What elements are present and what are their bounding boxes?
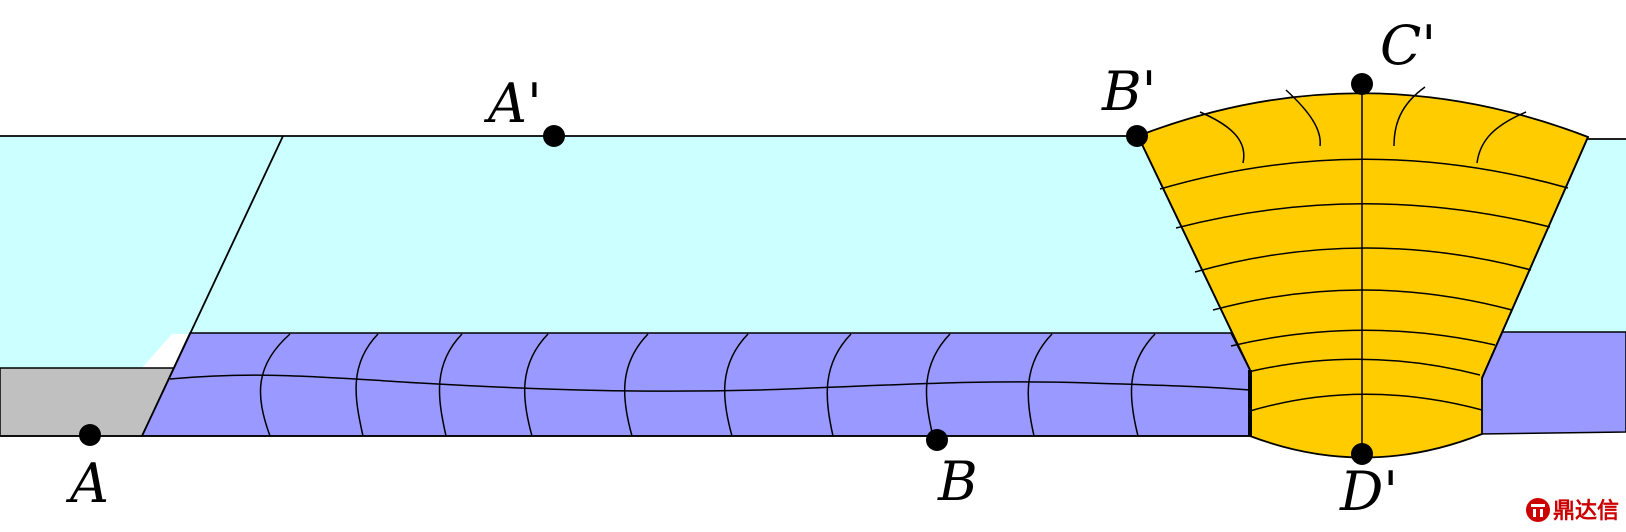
point-labels: A A' B B' C' D' <box>65 14 1436 523</box>
label-b-prime: B' <box>1101 60 1157 123</box>
label-b: B <box>937 450 978 513</box>
label-c-prime: C' <box>1380 14 1436 77</box>
point-d-prime-marker <box>1351 443 1373 465</box>
lower-layer-grain-lines <box>259 333 1156 437</box>
weld-layer-lines <box>1159 158 1569 412</box>
watermark-logo: 鼎达信 <box>1526 498 1619 524</box>
point-a-prime-marker <box>543 125 565 147</box>
point-b-marker <box>926 429 948 451</box>
weld-grain-lines <box>1199 86 1527 164</box>
watermark-text: 鼎达信 <box>1553 498 1619 524</box>
upper-layer-region-left <box>0 136 1250 370</box>
lower-layer-region-right <box>1479 331 1626 435</box>
watermark-seal-icon <box>1526 498 1550 522</box>
point-markers <box>79 73 1373 465</box>
point-a-marker <box>79 424 101 446</box>
weld-zone <box>1136 84 1590 459</box>
groove-left-wall <box>1137 135 1251 371</box>
upper-layer-region-right <box>1495 139 1626 332</box>
point-b-prime-marker <box>1126 125 1148 147</box>
groove-right-wall <box>1481 136 1589 379</box>
point-c-prime-marker <box>1351 73 1373 95</box>
upper-layer <box>0 136 1626 370</box>
bevel-left-edge <box>141 135 284 437</box>
lower-layer-centerline <box>169 374 1251 392</box>
outline-lines <box>0 135 1626 437</box>
label-a-prime: A' <box>483 72 542 135</box>
lower-layer <box>140 331 1626 437</box>
lower-layer-region-left <box>140 332 1251 437</box>
label-d-prime: D' <box>1339 460 1398 523</box>
label-a: A <box>65 452 109 515</box>
